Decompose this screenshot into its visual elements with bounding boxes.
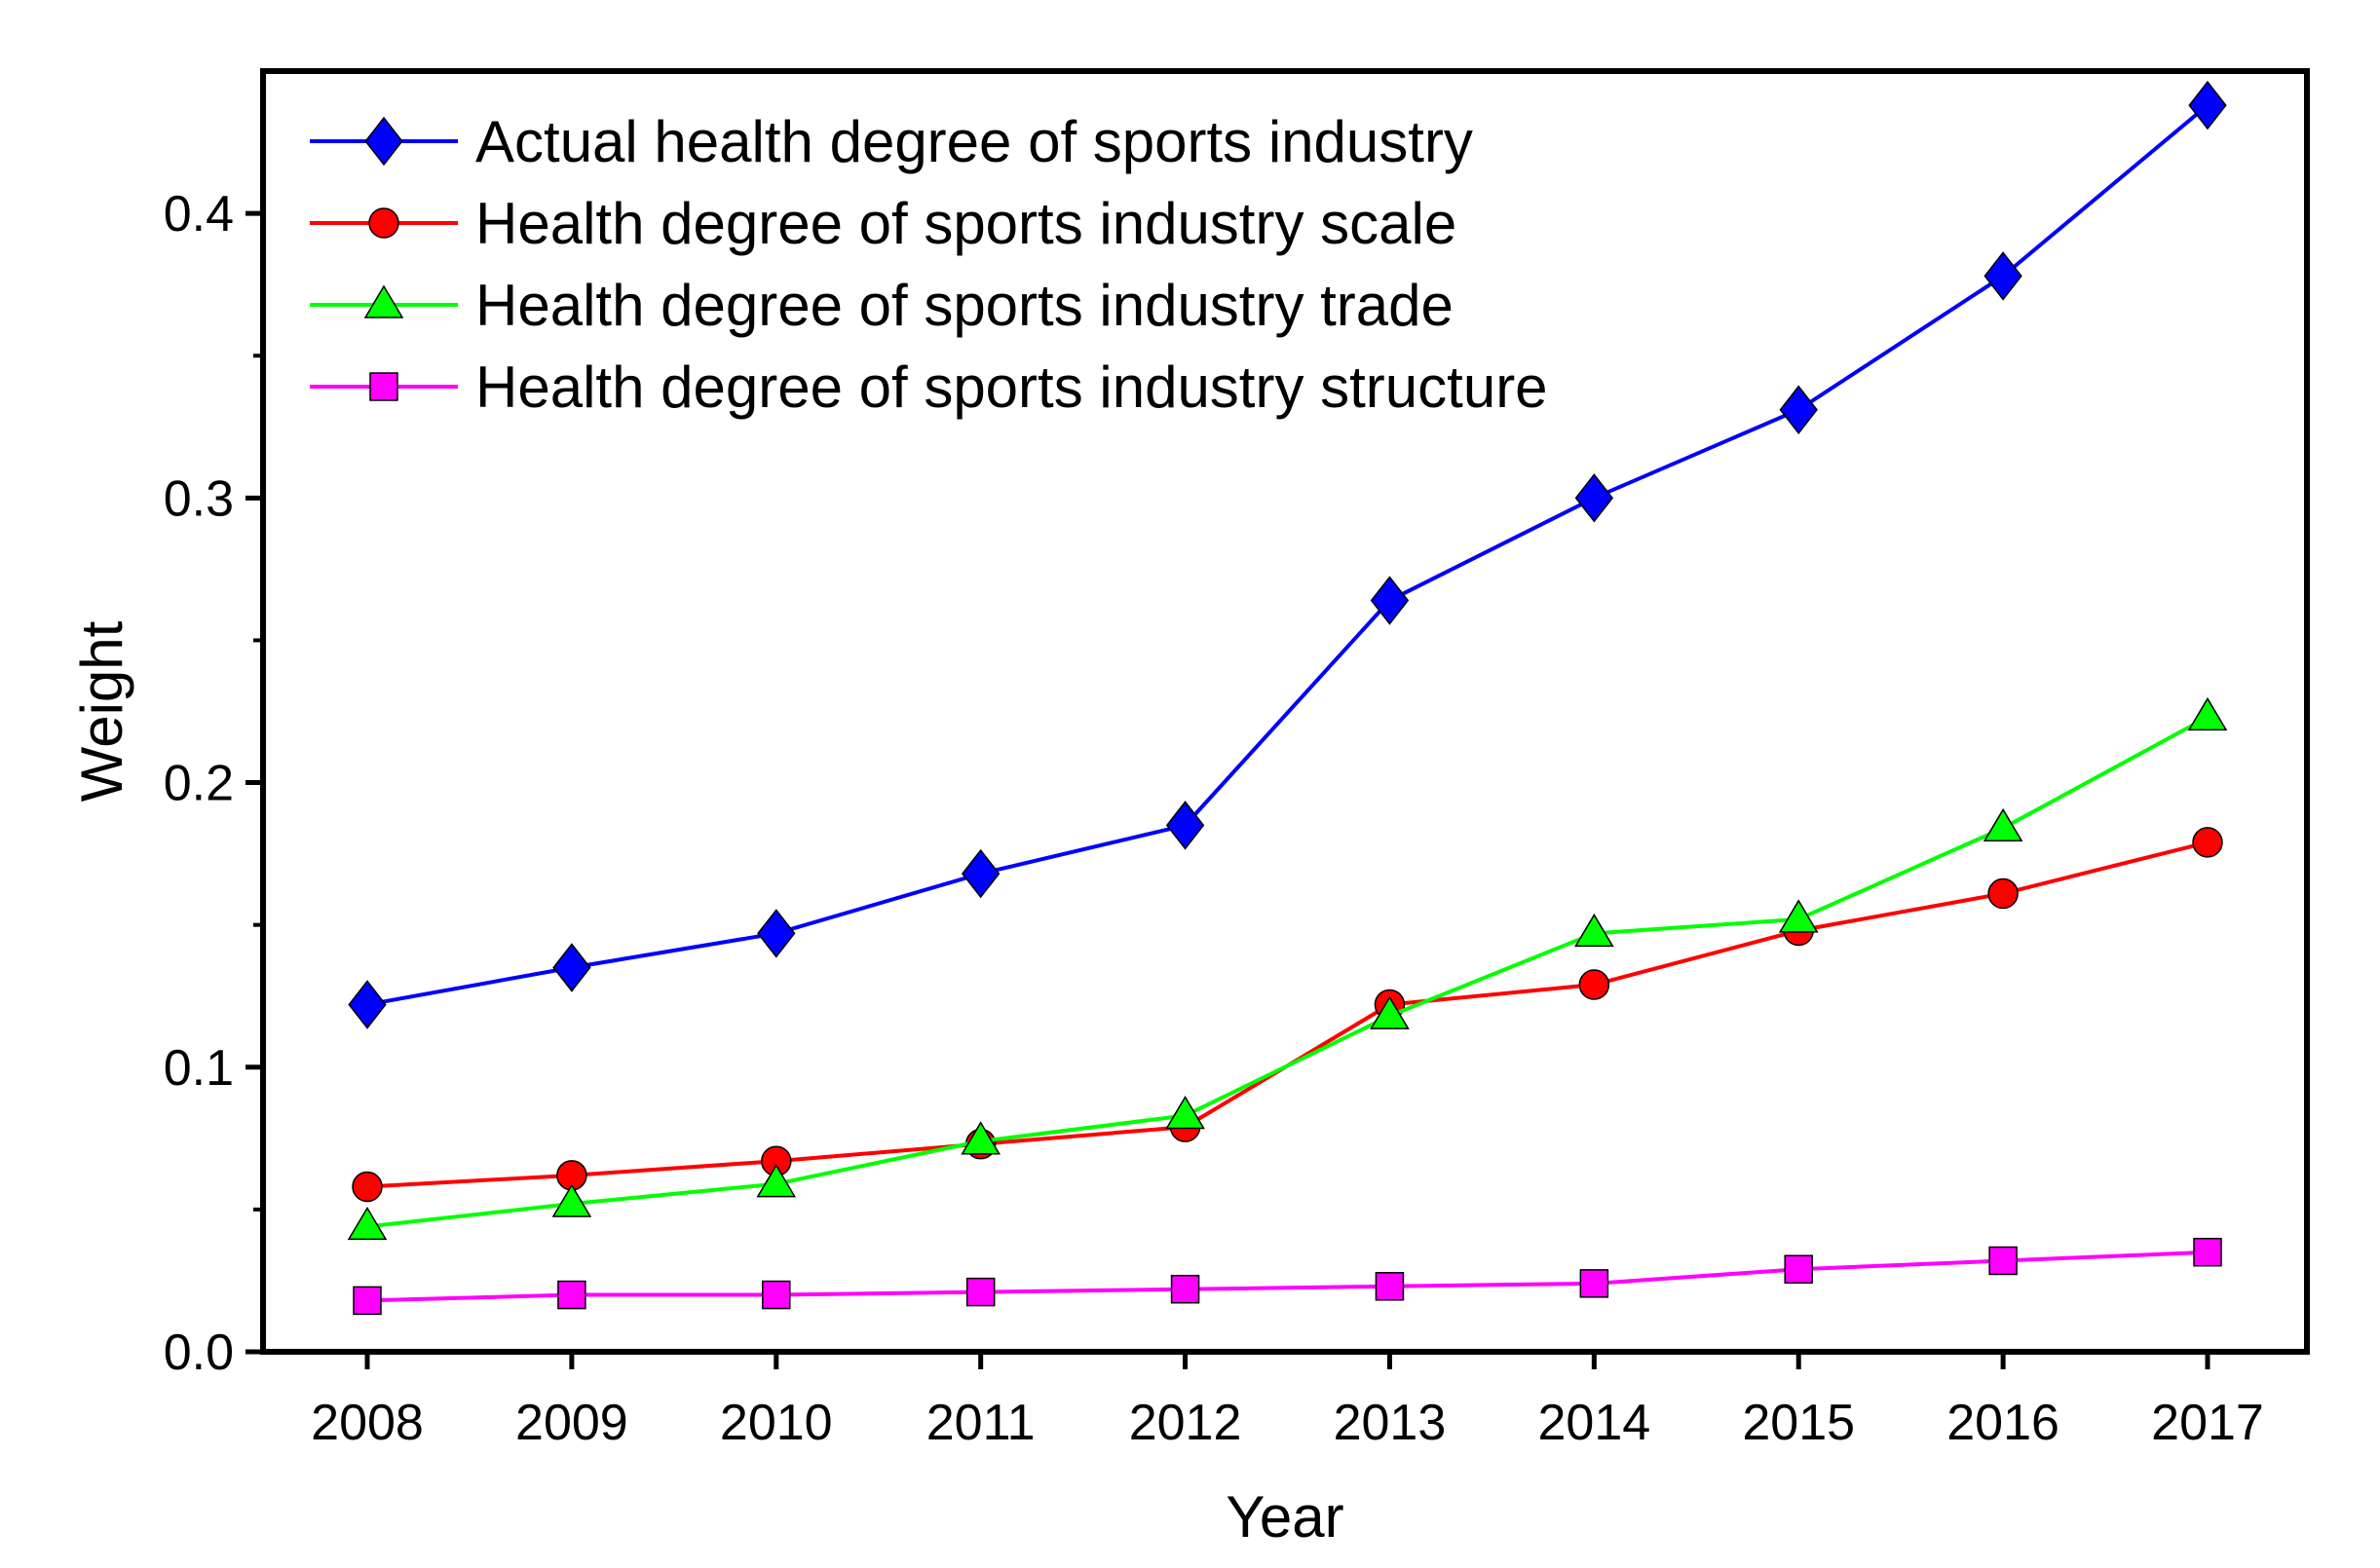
- data-point: [1165, 1095, 1205, 1130]
- y-axis-label: Weight: [69, 620, 134, 802]
- x-tick-label: 2009: [515, 1395, 628, 1451]
- legend-item: Health degree of sports industry scale: [310, 191, 1456, 256]
- data-point: [762, 1280, 791, 1310]
- data-point: [1983, 251, 2022, 301]
- x-axis-label: Year: [1226, 1484, 1343, 1549]
- data-point: [557, 1280, 586, 1310]
- data-point: [348, 980, 387, 1029]
- legend-marker: [369, 372, 398, 401]
- y-tick-label: 0.4: [164, 186, 234, 243]
- x-tick-label: 2014: [1537, 1395, 1650, 1451]
- series-line: [366, 1250, 2209, 1303]
- data-point: [1370, 995, 1410, 1029]
- legend-item: Actual health degree of sports industry: [310, 109, 1473, 174]
- data-point: [1579, 1269, 1609, 1298]
- data-point: [965, 1277, 996, 1307]
- y-tick-label: 0.1: [164, 1040, 234, 1097]
- data-point: [961, 1121, 1001, 1155]
- data-point: [2193, 1237, 2222, 1267]
- data-point: [551, 1183, 592, 1217]
- data-point: [1170, 1274, 1200, 1304]
- data-point: [347, 1206, 388, 1241]
- data-point: [1778, 899, 1819, 933]
- legend-item: Health degree of sports industry trade: [310, 273, 1454, 338]
- data-point: [1779, 385, 1818, 434]
- data-point: [1988, 1246, 2018, 1276]
- data-point: [2192, 827, 2223, 858]
- axes: 0.0 0.1 0.2 0.3 0.4 2008 2009 2010 2011 2012 2013 2…: [164, 186, 2264, 1451]
- x-tick-label: 2008: [311, 1395, 424, 1451]
- x-tick-label: 2017: [2151, 1395, 2264, 1451]
- series-triangle: [347, 696, 2228, 1241]
- legend-marker: [363, 284, 404, 318]
- data-point: [961, 848, 1001, 899]
- legend-label: Health degree of sports industry structu…: [475, 355, 1548, 420]
- legend-label: Health degree of sports industry trade: [475, 273, 1454, 338]
- x-tick-label: 2015: [1742, 1395, 1855, 1451]
- data-point: [2188, 80, 2227, 131]
- data-point: [756, 1164, 797, 1198]
- y-tick-label: 0.0: [164, 1325, 234, 1381]
- data-point: [1574, 913, 1614, 948]
- series-line: [366, 715, 2209, 1229]
- legend-label: Health degree of sports industry scale: [475, 191, 1456, 256]
- series-diamond: [348, 80, 2227, 1029]
- x-tick-label: 2012: [1129, 1395, 1242, 1451]
- data-point: [1987, 877, 2019, 910]
- y-tick-label: 0.3: [164, 470, 234, 527]
- x-tick-label: 2010: [720, 1395, 833, 1451]
- x-tick-label: 2011: [926, 1395, 1036, 1451]
- legend-label: Actual health degree of sports industry: [475, 109, 1473, 174]
- data-point: [1784, 1254, 1813, 1285]
- plot-frame: [260, 68, 2310, 1355]
- data-point: [1165, 801, 1205, 850]
- series-layer: [347, 80, 2228, 1316]
- x-tick-label: 2013: [1334, 1395, 1447, 1451]
- data-point: [352, 1171, 383, 1203]
- legend-item: Health degree of sports industry structu…: [310, 355, 1548, 420]
- series-line: [366, 103, 2210, 1007]
- legend: Actual health degree of sports industry H…: [310, 109, 1548, 420]
- data-point: [1983, 807, 2023, 842]
- data-point: [2187, 696, 2228, 731]
- data-point: [1375, 1272, 1405, 1301]
- x-tick-label: 2016: [1946, 1395, 2059, 1451]
- data-point: [353, 1286, 382, 1316]
- data-point: [552, 943, 591, 992]
- data-point: [1578, 969, 1610, 1000]
- data-point: [1574, 473, 1614, 523]
- data-point: [757, 909, 796, 958]
- data-point: [1370, 576, 1410, 625]
- y-tick-label: 0.2: [164, 756, 234, 812]
- legend-marker: [364, 116, 403, 167]
- series-square: [353, 1237, 2222, 1316]
- legend-marker: [368, 207, 399, 239]
